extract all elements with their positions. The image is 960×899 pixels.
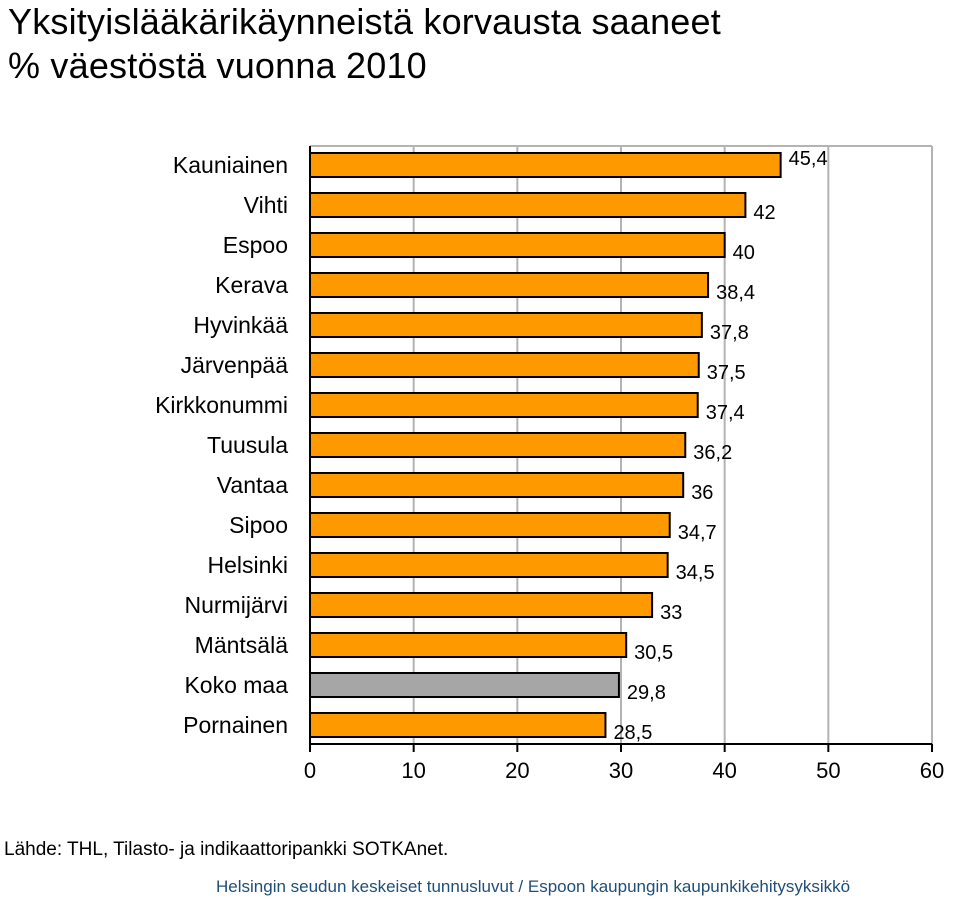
x-axis: 0 10 20 30 40 50 60 — [304, 146, 944, 783]
x-tick-label: 50 — [816, 758, 840, 783]
bar — [309, 592, 654, 618]
bar — [309, 352, 700, 378]
category-label: Kirkkonummi — [155, 392, 288, 418]
x-tick-label: 30 — [609, 758, 633, 783]
bar — [309, 552, 669, 578]
bar — [309, 312, 703, 338]
bar — [309, 192, 747, 218]
x-tick-label: 40 — [712, 758, 736, 783]
value-label: 37,4 — [706, 402, 745, 424]
category-label: Tuusula — [207, 432, 288, 458]
category-label: Koko maa — [184, 672, 288, 698]
value-label: 36 — [691, 482, 713, 504]
bar — [309, 672, 620, 698]
bar — [309, 392, 699, 418]
bar — [309, 712, 607, 738]
chart-title-line2: % väestöstä vuonna 2010 — [8, 45, 427, 86]
bar — [309, 472, 685, 498]
chart-title: Yksityislääkärikäynneistä korvausta saan… — [8, 0, 948, 88]
value-labels: 45,4 42 40 38,4 37,8 37,5 37,4 36,2 36 34,7 34,5 33… — [613, 148, 827, 744]
value-label: 45,4 — [789, 148, 828, 170]
bar — [309, 152, 782, 178]
category-label: Pornainen — [183, 712, 288, 738]
bar — [309, 512, 671, 538]
category-label: Nurmijärvi — [185, 592, 289, 618]
value-label: 37,8 — [710, 322, 749, 344]
value-label: 33 — [660, 602, 682, 624]
bar — [309, 432, 687, 458]
category-label: Helsinki — [207, 552, 288, 578]
value-label: 28,5 — [613, 722, 652, 744]
value-label: 36,2 — [693, 442, 732, 464]
value-label: 42 — [753, 202, 775, 224]
category-label: Espoo — [223, 232, 288, 258]
value-label: 30,5 — [634, 642, 673, 664]
bar — [309, 272, 710, 298]
bar — [309, 632, 628, 658]
value-label: 34,5 — [676, 562, 715, 584]
category-label: Mäntsälä — [195, 632, 289, 658]
category-labels: Kauniainen Vihti Espoo Kerava Hyvinkää Järven… — [155, 152, 288, 738]
x-tick-label: 20 — [505, 758, 529, 783]
source-note: Lähde: THL, Tilasto- ja indikaattoripank… — [4, 839, 449, 860]
category-label: Vihti — [244, 192, 288, 218]
value-label: 29,8 — [627, 682, 666, 704]
bar-chart: Kauniainen Vihti Espoo Kerava Hyvinkää Järven… — [155, 145, 944, 783]
value-label: 40 — [733, 242, 755, 264]
category-label: Sipoo — [229, 512, 288, 538]
bars-group — [309, 152, 782, 738]
category-label: Hyvinkää — [193, 312, 288, 338]
category-label: Vantaa — [217, 472, 288, 498]
value-label: 38,4 — [716, 282, 755, 304]
footer-text: Helsingin seudun keskeiset tunnusluvut /… — [216, 877, 851, 896]
category-label: Kerava — [215, 272, 288, 298]
x-tick-label: 0 — [304, 758, 316, 783]
category-label: Järvenpää — [181, 352, 289, 378]
x-tick-label: 10 — [401, 758, 425, 783]
x-tick-label: 60 — [920, 758, 944, 783]
value-label: 37,5 — [707, 362, 746, 384]
bar — [309, 232, 726, 258]
chart-title-line1: Yksityislääkärikäynneistä korvausta saan… — [8, 1, 721, 42]
value-label: 34,7 — [678, 522, 717, 544]
category-label: Kauniainen — [173, 152, 288, 178]
